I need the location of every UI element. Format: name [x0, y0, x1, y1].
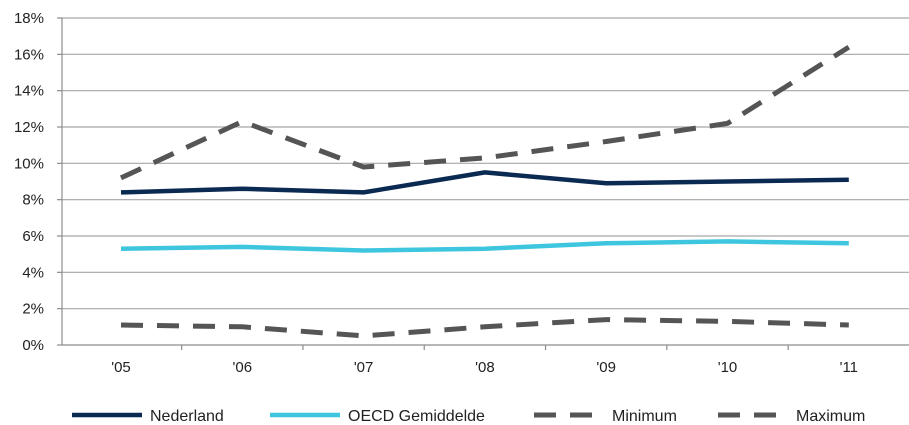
y-axis-tick-labels: 0% 2% 4% 6% 8% 10% 12% 14% 16% 18% — [14, 10, 44, 354]
legend-item-nederland: Nederland — [72, 408, 224, 425]
series-line-nederland — [120, 170, 849, 195]
x-tick-label: '10 — [718, 359, 738, 376]
y-tick-label: 16% — [14, 46, 44, 63]
x-tick-label: '07 — [354, 359, 374, 376]
series-line-maximum — [119, 44, 851, 181]
y-tick-label: 4% — [22, 264, 44, 281]
legend-item-minimum: Minimum — [534, 408, 677, 425]
x-tick-label: '11 — [840, 359, 858, 376]
axes — [57, 17, 909, 350]
legend-item-maximum: Maximum — [718, 408, 865, 425]
x-tick-label: '05 — [111, 359, 131, 376]
y-tick-label: 14% — [14, 83, 44, 100]
series-line-oecd-gemiddelde — [120, 239, 849, 253]
y-tick-label: 0% — [22, 337, 44, 354]
y-tick-label: 12% — [14, 119, 44, 136]
legend-label: Minimum — [612, 408, 677, 425]
x-tick-label: '09 — [596, 359, 616, 376]
legend-label: Nederland — [150, 408, 224, 425]
series-lines — [119, 44, 851, 339]
x-tick-label: '06 — [233, 359, 253, 376]
legend-item-oecd-gemiddelde: OECD Gemiddelde — [270, 408, 485, 425]
x-axis-tick-labels: '05 '06 '07 '08 '09 '10 '11 — [111, 359, 858, 376]
y-tick-label: 10% — [14, 155, 44, 172]
y-tick-label: 6% — [22, 228, 44, 245]
series-line-minimum — [120, 317, 849, 339]
y-tick-label: 18% — [14, 10, 44, 27]
grid-lines — [62, 17, 909, 310]
x-tick-label: '08 — [475, 359, 495, 376]
y-tick-label: 8% — [22, 192, 44, 209]
legend-label: OECD Gemiddelde — [348, 408, 485, 425]
legend: Nederland OECD Gemiddelde Minimum Maximum — [72, 408, 865, 425]
legend-label: Maximum — [796, 408, 865, 425]
y-tick-label: 2% — [22, 301, 44, 318]
